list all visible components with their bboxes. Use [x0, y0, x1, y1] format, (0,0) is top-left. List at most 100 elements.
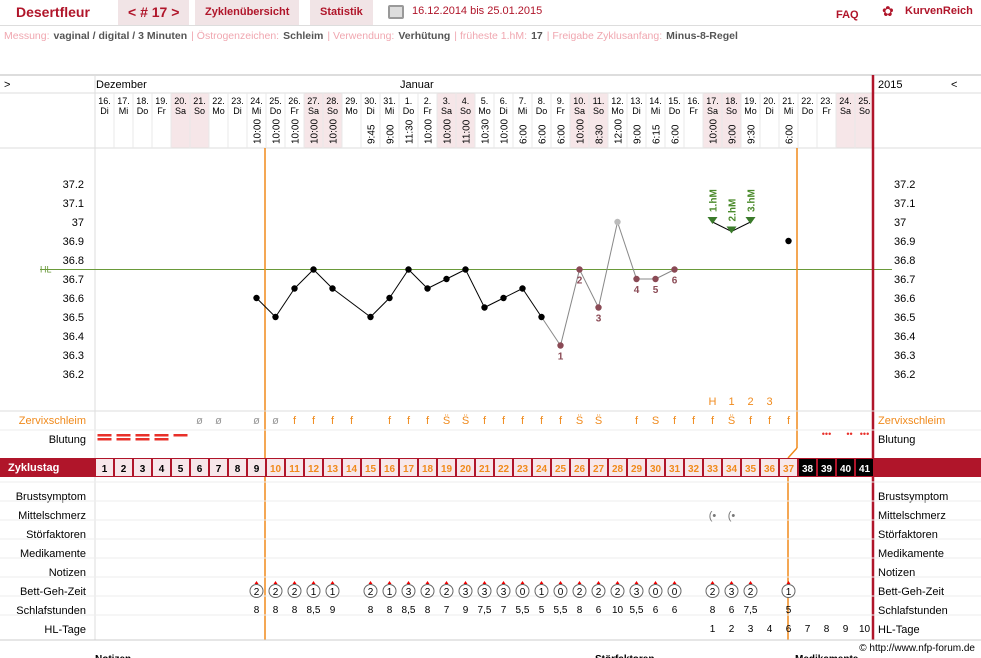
y-tick: 36.6 — [63, 293, 84, 305]
weekday: Mi — [518, 106, 528, 116]
weekend-shade — [855, 93, 874, 148]
clock-icon — [591, 584, 606, 598]
measurement-info: Messung: vaginal / digital / 3 Minuten | Ö… — [4, 30, 738, 42]
zervix-value: f — [635, 415, 639, 427]
excluded-marker-label: 4 — [634, 285, 640, 296]
zervix-value: f — [350, 415, 354, 427]
sleep-hours: 8 — [273, 605, 279, 616]
clock-icon — [401, 584, 416, 598]
hl-day: 8 — [824, 624, 830, 635]
hm-marker — [726, 226, 737, 234]
clock-marker — [311, 581, 316, 584]
day-number: 12. — [611, 96, 624, 106]
hm-label: 2.hM — [728, 199, 739, 222]
weekend-shade — [304, 93, 323, 148]
temp-point — [386, 294, 393, 302]
sleep-hours: 7 — [444, 605, 450, 616]
weekday: Fr — [556, 106, 565, 116]
cycle-day-number: 10 — [270, 464, 282, 475]
clock-marker — [520, 581, 525, 584]
cycle-day-cell — [248, 459, 265, 476]
faq-link[interactable]: FAQ — [836, 9, 859, 21]
bedtime-value: 3 — [463, 587, 469, 598]
cycle-day-number: 26 — [574, 464, 586, 475]
sleep-hours: 5 — [786, 605, 792, 616]
tab-overview[interactable]: Zyklenübersicht — [195, 0, 300, 25]
cycle-day-number: 24 — [536, 464, 548, 475]
clock-icon — [610, 584, 625, 598]
temp-line — [275, 288, 295, 318]
cycle-day-number: 22 — [498, 464, 510, 475]
sleep-hours: 5,5 — [630, 605, 644, 616]
weekday: So — [859, 106, 870, 116]
cycle-day-cell — [723, 459, 740, 476]
tab-statistics[interactable]: Statistik — [310, 0, 373, 25]
bedtime-value: 1 — [539, 587, 545, 598]
clock-icon — [477, 584, 492, 598]
sleep-hours: 6 — [653, 605, 659, 616]
bleeding-mark — [135, 438, 150, 441]
temp-line — [446, 269, 466, 280]
day-number: 1. — [405, 96, 413, 106]
day-number: 5. — [481, 96, 489, 106]
hl-day: 3 — [748, 624, 754, 635]
clock-marker — [596, 581, 601, 584]
hm-marker — [707, 217, 718, 224]
clock-icon — [553, 584, 568, 598]
sleep-hours: 9 — [330, 605, 336, 616]
weekday: So — [194, 106, 205, 116]
day-number: 25. — [269, 96, 282, 106]
bleeding-mark — [154, 438, 169, 441]
month-label: Dezember — [96, 79, 147, 91]
excluded-marker-label: 6 — [672, 276, 678, 287]
y-tick: 37.2 — [63, 179, 84, 191]
info-value: Verhütung — [398, 30, 451, 42]
cycle-day-number: 36 — [764, 464, 776, 475]
measure-time: 6:00 — [557, 124, 568, 144]
bedtime-value: 1 — [786, 587, 792, 598]
measure-time: 10:00 — [253, 119, 264, 144]
day-number: 26. — [288, 96, 301, 106]
cycle-nav[interactable]: < # 17 > — [118, 0, 190, 25]
cycle-day-cell — [761, 459, 778, 476]
arrow-left[interactable]: > — [4, 79, 10, 91]
hl-day: 7 — [805, 624, 811, 635]
zervix-value: S̈ — [576, 414, 583, 427]
day-number: 22. — [801, 96, 814, 106]
peak-counter: H — [709, 396, 717, 408]
weekend-shade — [570, 93, 589, 148]
weekday: Mi — [385, 106, 395, 116]
weekday: Fr — [423, 106, 432, 116]
measure-time: 9:00 — [728, 124, 739, 144]
arrow-right[interactable]: < — [951, 79, 957, 91]
temp-line — [408, 269, 428, 289]
temp-line — [389, 269, 409, 299]
row-label: Mittelschmerz — [18, 510, 86, 522]
sleep-hours: 5,5 — [516, 605, 530, 616]
printer-icon[interactable] — [388, 5, 404, 19]
y-tick: 36.8 — [894, 255, 915, 267]
info-value: Minus-8-Regel — [666, 30, 738, 42]
temp-line — [294, 269, 314, 289]
clock-marker — [501, 581, 506, 584]
cycle-day-cell — [96, 459, 113, 476]
sleep-hours: 8 — [387, 605, 393, 616]
weekday: Sa — [574, 106, 585, 116]
row-label: Mittelschmerz — [878, 510, 946, 522]
clock-icon — [458, 584, 473, 598]
cycle-day-number: 5 — [178, 464, 184, 475]
weekday: Mi — [651, 106, 661, 116]
logo-text[interactable]: KurvenReich — [905, 5, 973, 17]
zervix-value: f — [502, 415, 506, 427]
weekday: Do — [669, 106, 681, 116]
temp-line — [313, 269, 333, 289]
cycle-day-number: 3 — [140, 464, 146, 475]
user-name[interactable]: Desertfleur — [16, 4, 90, 20]
row-label: Notizen — [49, 567, 86, 579]
day-number: 29. — [345, 96, 358, 106]
day-number: 19. — [744, 96, 757, 106]
clock-marker — [539, 581, 544, 584]
clock-icon — [325, 584, 340, 598]
info-value: vaginal / digital / 3 Minuten — [53, 30, 188, 42]
cycle-day-cell — [191, 459, 208, 476]
